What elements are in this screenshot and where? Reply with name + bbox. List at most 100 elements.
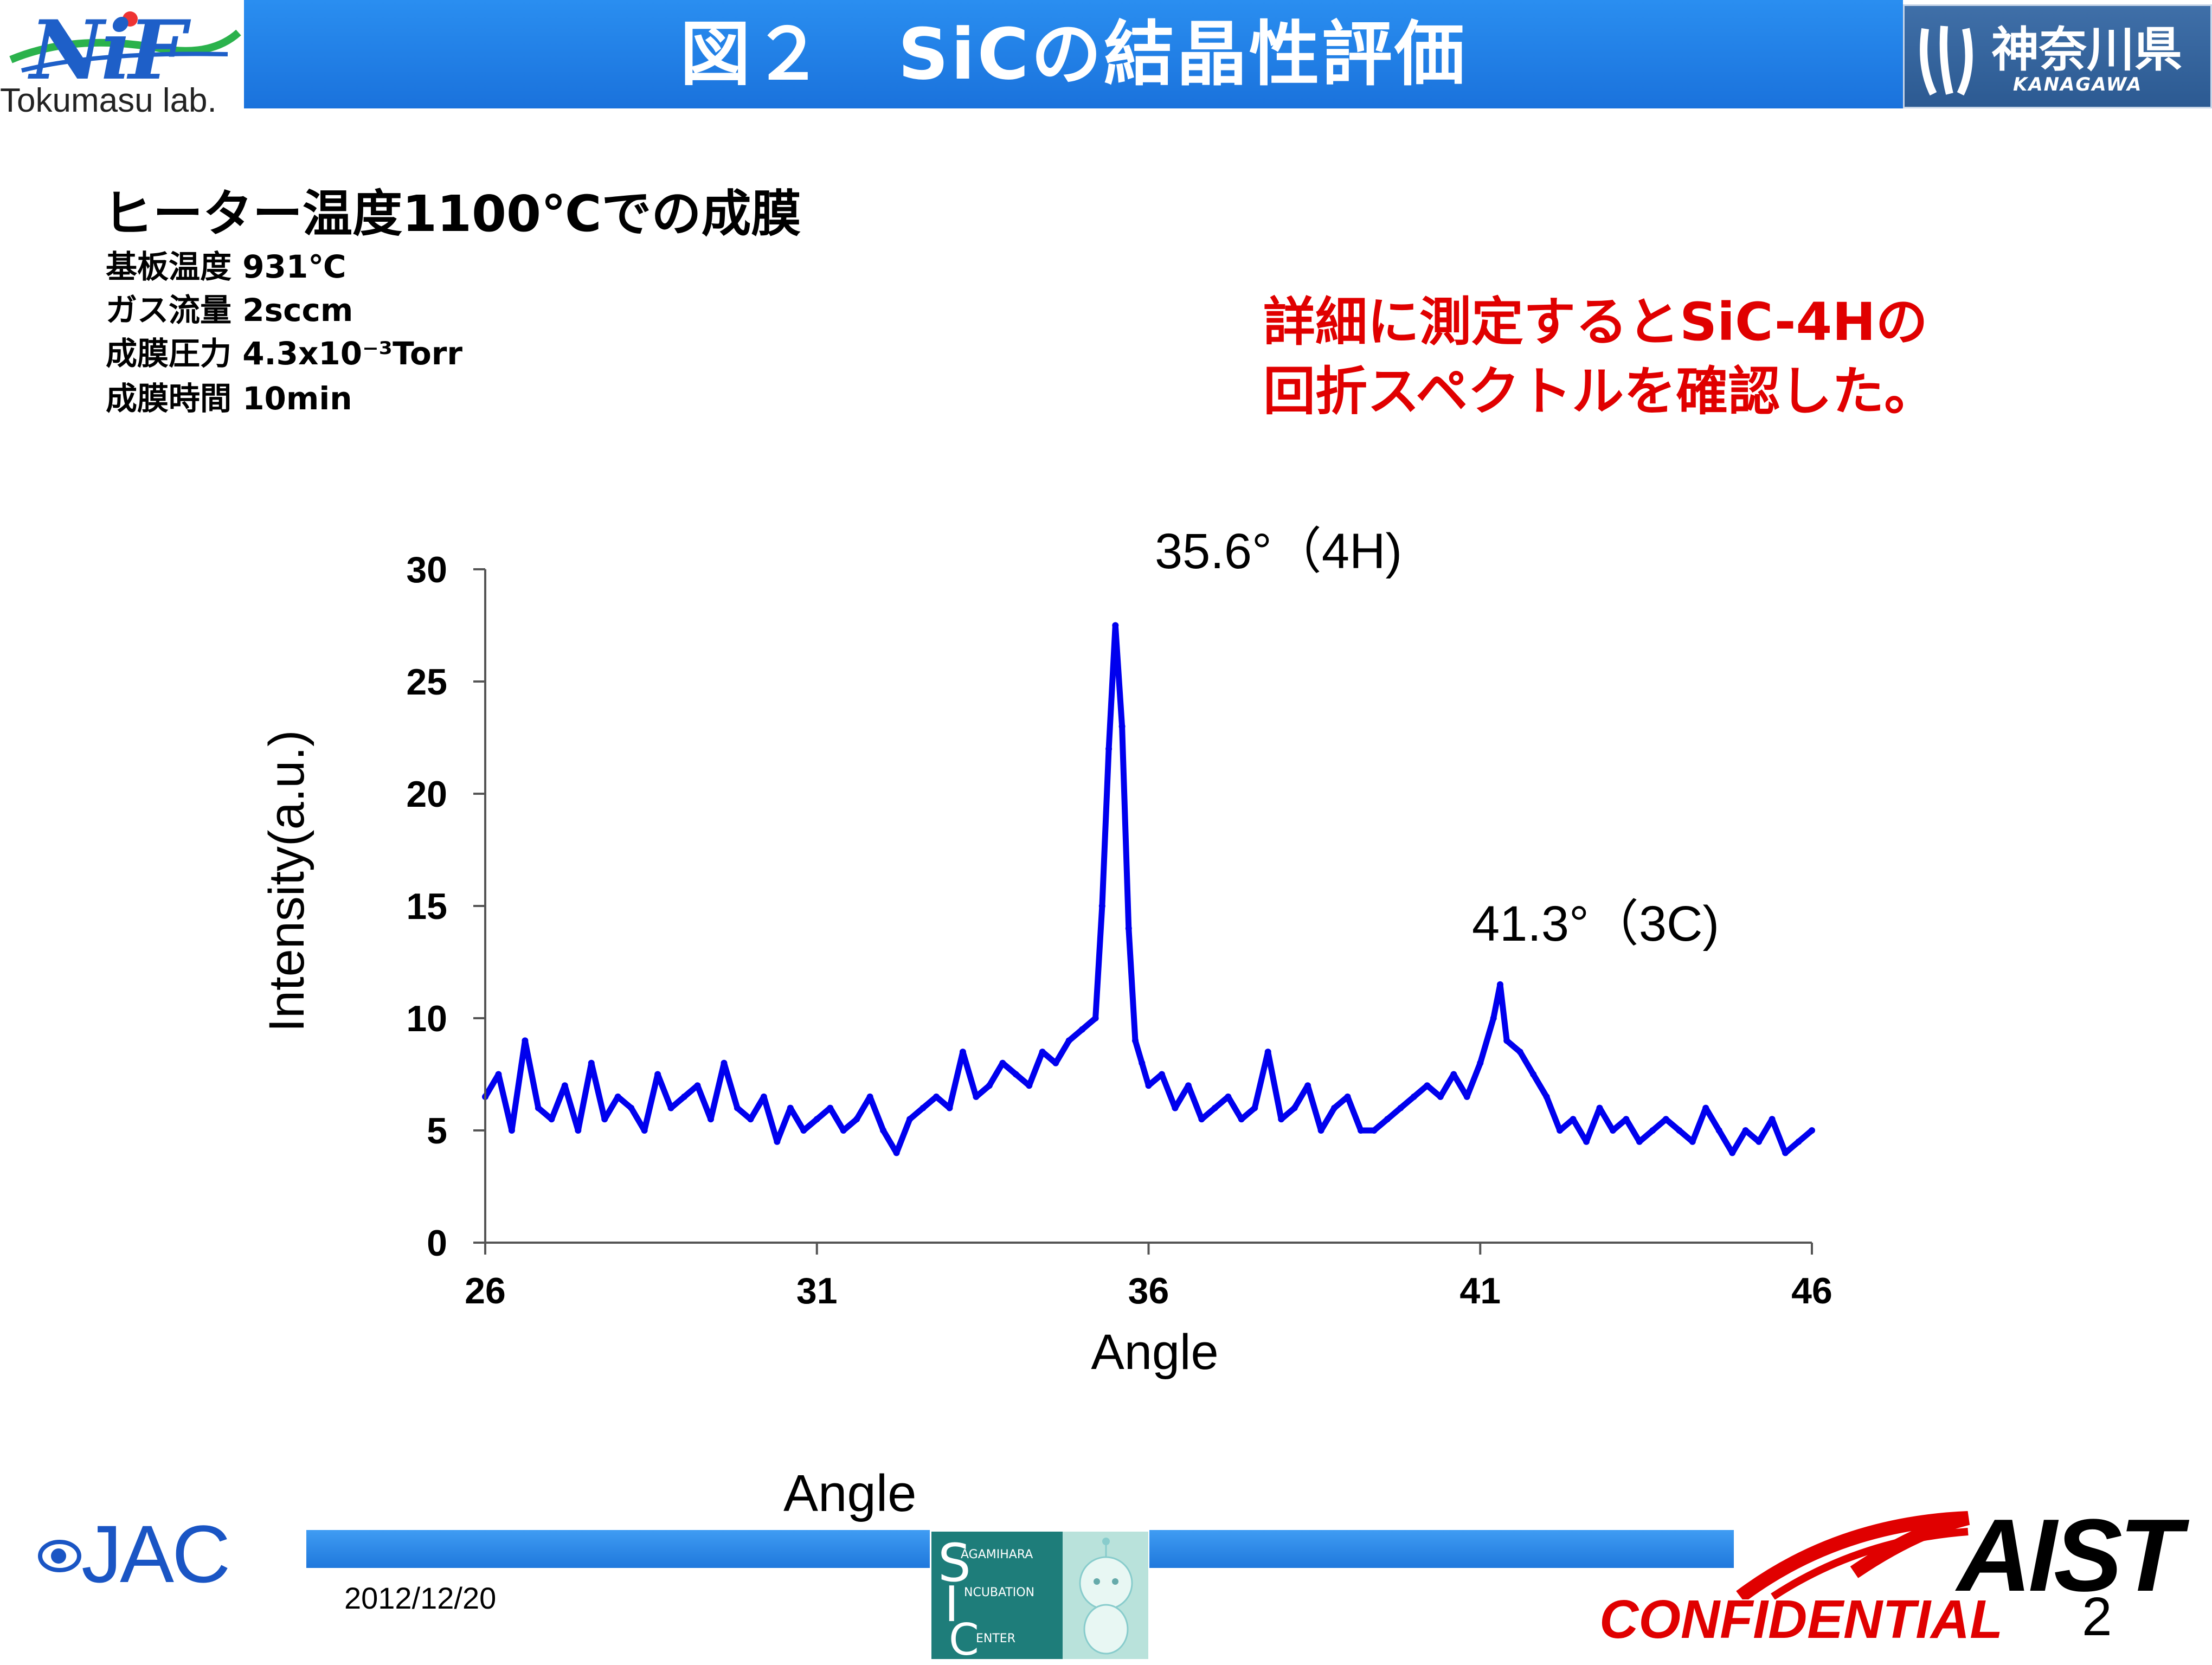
data-point	[694, 1082, 701, 1089]
data-point	[1516, 1049, 1523, 1056]
peak-label-4h: 35.6°（4H)	[1155, 524, 1402, 579]
data-point	[1145, 1082, 1152, 1089]
data-point	[906, 1116, 914, 1123]
aist-logo-text: AIST	[1957, 1498, 2182, 1613]
condition-pressure: 成膜圧力 4.3x10⁻³Torr	[106, 335, 462, 372]
data-point	[1702, 1104, 1709, 1111]
data-point	[880, 1127, 887, 1134]
data-point	[1264, 1049, 1271, 1056]
data-point	[1689, 1138, 1696, 1145]
data-point	[1557, 1127, 1564, 1134]
data-point	[1125, 925, 1132, 932]
data-point	[1424, 1082, 1431, 1089]
aist-logo	[1729, 1502, 2212, 1603]
data-point	[1769, 1116, 1776, 1123]
data-point	[800, 1127, 807, 1134]
data-point	[1291, 1104, 1298, 1111]
data-point	[933, 1093, 940, 1100]
data-point	[1238, 1116, 1245, 1123]
y-tick-label: 0	[427, 1223, 447, 1264]
kanagawa-logo: 神奈川県 KANAGAWA	[1903, 4, 2212, 108]
data-point	[588, 1059, 595, 1066]
data-point	[787, 1104, 794, 1111]
data-point	[1358, 1127, 1365, 1134]
y-axis-title: Intensity(a.u.)	[259, 730, 314, 1032]
data-point	[1344, 1093, 1351, 1100]
data-point	[1317, 1127, 1324, 1134]
data-point	[1384, 1116, 1391, 1123]
data-point	[667, 1104, 674, 1111]
data-point	[734, 1104, 741, 1111]
y-tick-label: 10	[406, 998, 447, 1039]
data-point	[1662, 1116, 1669, 1123]
data-point	[1496, 981, 1503, 988]
data-point	[747, 1116, 754, 1123]
data-point	[1503, 1037, 1510, 1044]
data-point	[1477, 1059, 1484, 1066]
data-point	[721, 1059, 728, 1066]
data-point	[1729, 1149, 1736, 1156]
data-point	[1371, 1127, 1378, 1134]
data-point	[1026, 1082, 1033, 1089]
data-point	[1112, 622, 1119, 629]
plot-area	[482, 622, 1815, 1156]
data-point	[561, 1082, 568, 1089]
footer-angle-label: Angle	[783, 1464, 917, 1522]
data-point	[1623, 1116, 1630, 1123]
data-point	[1397, 1104, 1404, 1111]
data-point	[1636, 1138, 1643, 1145]
data-point	[1198, 1116, 1205, 1123]
nif-logo-text: NiF	[30, 3, 187, 98]
data-point	[999, 1059, 1006, 1066]
aist-swoosh-icon	[1736, 1511, 1970, 1603]
data-point	[1596, 1104, 1603, 1111]
condition-time: 成膜時間 10min	[106, 380, 352, 417]
data-point	[1609, 1127, 1616, 1134]
result-note-line-2: 回折スペクトルを確認した。	[1263, 361, 1937, 422]
jac-mark-icon	[38, 1540, 81, 1572]
data-point	[1450, 1071, 1457, 1078]
data-point	[654, 1071, 661, 1078]
data-point	[866, 1093, 873, 1100]
footer-bar-left	[306, 1530, 930, 1568]
x-tick-label: 26	[465, 1270, 506, 1312]
data-point	[1278, 1116, 1285, 1123]
data-point	[1304, 1082, 1311, 1089]
data-point	[1795, 1138, 1802, 1145]
intensity-series-line	[483, 622, 1814, 1156]
data-point	[1583, 1138, 1590, 1145]
data-point	[840, 1127, 847, 1134]
data-point	[508, 1127, 515, 1134]
condition-heading: ヒーター温度1100℃での成膜	[103, 185, 801, 243]
chart-axes: 0 5 10 15 20 25 30 26 31 36 41 46	[406, 549, 1832, 1312]
data-point	[1098, 903, 1105, 909]
x-tick-label: 36	[1128, 1270, 1169, 1312]
data-point	[681, 1093, 688, 1100]
data-point	[1437, 1093, 1444, 1100]
lab-name: Tokumasu lab.	[0, 82, 217, 119]
data-point	[575, 1127, 582, 1134]
data-point	[1490, 1015, 1497, 1021]
slide-title: 図２ SiCの結晶性評価	[680, 13, 1467, 95]
y-tick-label: 25	[406, 661, 447, 703]
data-point	[495, 1071, 502, 1078]
data-point	[1756, 1138, 1763, 1145]
data-point	[1463, 1093, 1470, 1100]
result-note: 詳細に測定するとSiC-4Hの 回折スペクトルを確認した。	[1263, 287, 1936, 426]
data-point	[1118, 723, 1126, 730]
nif-swoosh-icon	[9, 11, 241, 73]
data-point	[1211, 1104, 1218, 1111]
y-tick-label: 15	[406, 886, 447, 927]
data-point	[1065, 1037, 1072, 1044]
data-point	[1543, 1093, 1550, 1100]
y-tick-label: 30	[406, 549, 447, 590]
data-point	[813, 1116, 820, 1123]
kanagawa-name-en: KANAGAWA	[2013, 74, 2143, 95]
xrd-chart: 0 5 10 15 20 25 30 26 31 36 41 46 Angle Intensity(a…	[259, 524, 1832, 1380]
data-point	[1172, 1104, 1179, 1111]
mascot-robot-icon	[1063, 1532, 1148, 1659]
data-point	[1530, 1071, 1537, 1078]
data-point	[628, 1104, 635, 1111]
data-point	[853, 1116, 860, 1123]
result-note-line-1: 詳細に測定するとSiC-4Hの	[1263, 292, 1928, 352]
